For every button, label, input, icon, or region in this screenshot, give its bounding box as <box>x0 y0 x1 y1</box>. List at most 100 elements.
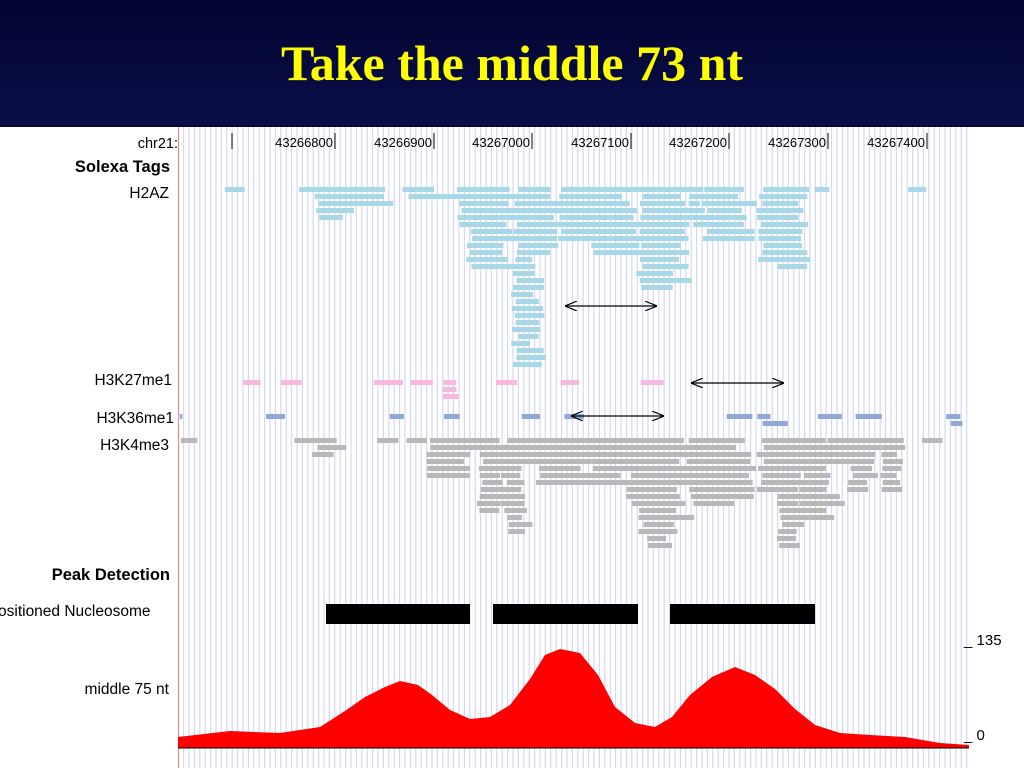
h2az-read <box>706 229 755 234</box>
signal-area <box>178 649 969 748</box>
grid-line <box>949 127 951 768</box>
h2az-read <box>530 208 559 213</box>
h3k4-read <box>880 473 897 478</box>
h2az-read <box>514 313 545 318</box>
h2az-read <box>776 201 799 206</box>
h3k4-read <box>479 452 504 457</box>
h2az-read <box>590 229 636 234</box>
h2az-read <box>319 215 343 220</box>
grid-line <box>274 127 276 768</box>
h2az-read <box>774 243 794 248</box>
h2az-read <box>593 250 647 255</box>
grid-line <box>399 127 401 768</box>
h2az-read <box>686 208 705 213</box>
h3k4-read <box>317 445 347 450</box>
grid-line <box>922 127 924 768</box>
h2az-read <box>652 250 679 255</box>
h3k4-read <box>799 501 845 506</box>
h3k4-read <box>504 494 526 499</box>
grid-line <box>193 127 195 768</box>
grid-line <box>928 127 930 768</box>
h2az-read <box>651 187 677 192</box>
h2az-read <box>467 215 523 220</box>
track-label-h2az[interactable]: H2AZ <box>129 185 169 202</box>
track-label-h3k36me1[interactable]: H3K36me1 <box>96 410 174 427</box>
grid-line <box>183 127 185 768</box>
h3k4-read <box>508 522 533 527</box>
h3k4-read <box>508 529 525 534</box>
h2az-read <box>647 194 681 199</box>
h3k4-read <box>686 459 729 464</box>
grid-line <box>237 127 239 768</box>
h3k4-read <box>797 508 827 513</box>
grid-line <box>258 127 260 768</box>
h3k4-read <box>798 452 833 457</box>
h3k36-read <box>726 414 753 419</box>
h3k27-read <box>442 394 459 399</box>
h3k4-read <box>538 452 600 457</box>
grid-line <box>372 127 374 768</box>
h3k4-read <box>782 438 801 443</box>
h3k4-read <box>430 445 492 450</box>
h3k36-read <box>855 414 882 419</box>
grid-line <box>242 127 244 768</box>
grid-line <box>188 127 190 768</box>
grid-line <box>966 127 968 768</box>
grid-line <box>755 127 757 768</box>
h3k4-read <box>718 487 755 492</box>
h3k4-read <box>691 445 724 450</box>
h2az-read <box>466 208 523 213</box>
h2az-read <box>511 306 544 311</box>
grid-line <box>204 127 206 768</box>
grid-line <box>939 127 941 768</box>
h2az-read <box>316 208 354 213</box>
h2az-read <box>525 250 551 255</box>
h2az-read <box>515 320 540 325</box>
h2az-read <box>647 222 683 227</box>
h2az-read <box>689 187 704 192</box>
h2az-read <box>469 222 507 227</box>
h2az-read <box>528 215 554 220</box>
h2az-read <box>513 215 534 220</box>
h2az-read <box>590 222 651 227</box>
h2az-read <box>780 257 811 262</box>
h3k4-read <box>821 452 868 457</box>
h3k4-read <box>507 515 522 520</box>
h2az-read <box>468 201 509 206</box>
h3k4-read <box>504 466 522 471</box>
h3k36-read <box>757 414 771 419</box>
h2az-read <box>314 194 355 199</box>
h3k4-read <box>430 438 479 443</box>
h3k4-read <box>882 459 903 464</box>
h2az-read <box>777 264 808 269</box>
h3k27-read <box>560 380 579 385</box>
h3k4-read <box>799 487 827 492</box>
h2az-read <box>516 278 545 283</box>
track-label-middle-75nt[interactable]: middle 75 nt <box>84 681 169 698</box>
h3k4-read <box>649 508 673 513</box>
grid-line <box>307 127 309 768</box>
h3k4-read <box>800 494 840 499</box>
h3k4-read <box>761 438 798 443</box>
h3k4-read <box>763 445 786 450</box>
ruler-tick-label: 43266900 <box>374 135 432 150</box>
h2az-read <box>689 194 706 199</box>
h2az-read <box>705 215 747 220</box>
track-label-h3k4me3[interactable]: H3K4me3 <box>100 437 169 454</box>
track-label-h3k27me1[interactable]: H3K27me1 <box>94 372 172 389</box>
h2az-read <box>559 201 598 206</box>
h2az-read <box>586 194 622 199</box>
h3k36-read <box>179 414 183 419</box>
h3k36-read <box>817 414 842 419</box>
h2az-read <box>648 236 689 241</box>
grid-line <box>750 127 752 768</box>
h2az-read <box>524 229 558 234</box>
h2az-read <box>586 208 638 213</box>
track-label-positioned-nucleosome[interactable]: ositioned Nucleosome <box>0 603 151 620</box>
h2az-read <box>639 278 692 283</box>
h3k4-read <box>921 438 943 443</box>
grid-line <box>415 127 417 768</box>
grid-line <box>199 127 201 768</box>
h3k4-read <box>406 438 427 443</box>
h3k4-read <box>478 445 508 450</box>
